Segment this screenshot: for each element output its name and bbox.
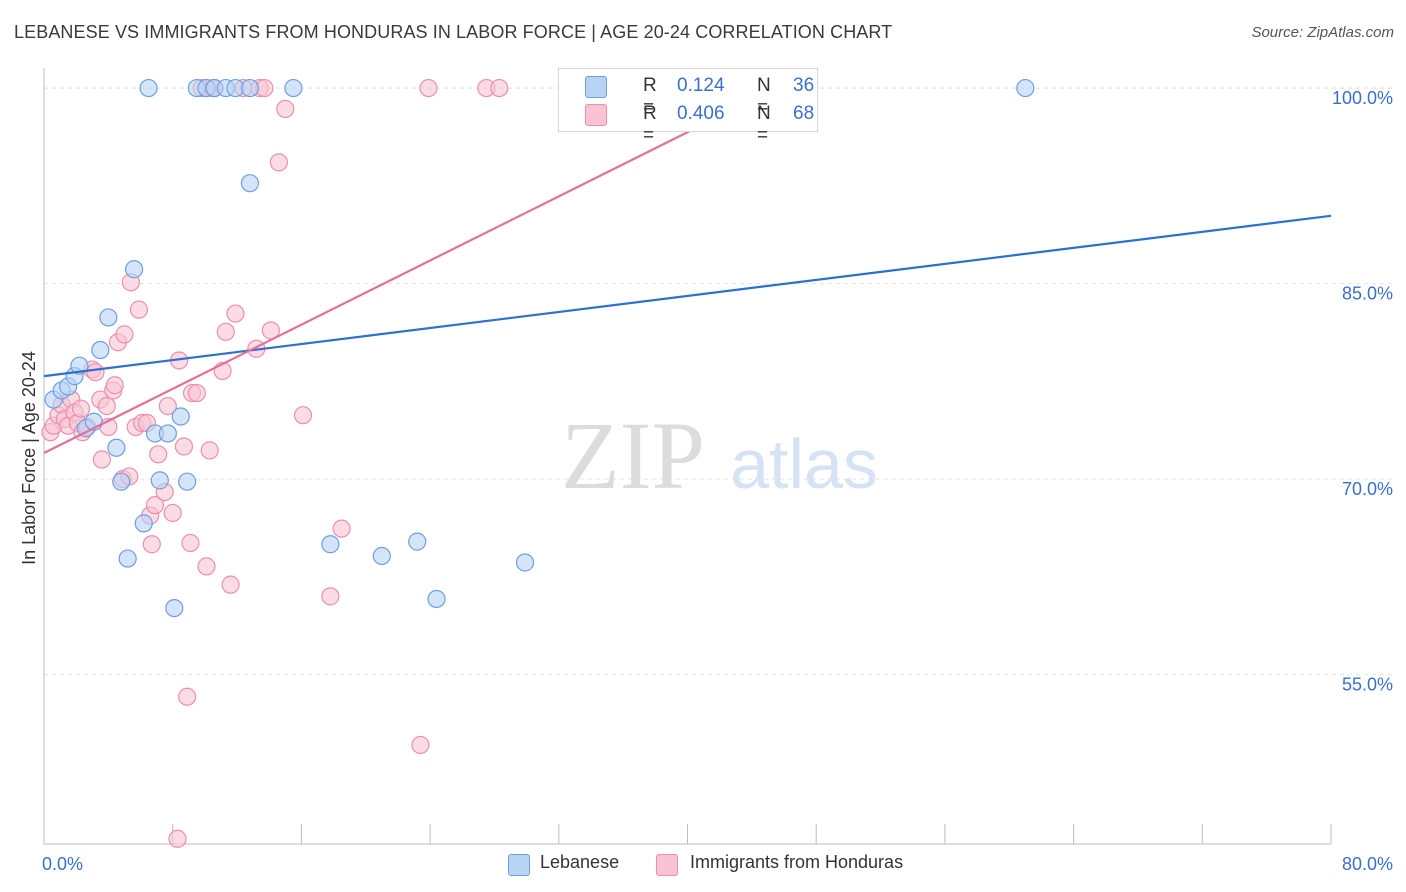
y-tick-label: 100.0% [1332, 88, 1393, 108]
lebanese-point [408, 532, 427, 551]
lebanese-point [150, 471, 169, 490]
x-tick-label: 0.0% [42, 854, 83, 874]
honduras-point [174, 437, 194, 456]
bottom-legend-label-honduras: Immigrants from Honduras [690, 852, 904, 872]
lebanese-point [124, 260, 144, 279]
honduras-point [105, 376, 124, 395]
honduras-point [490, 78, 509, 98]
lebanese-point [515, 553, 535, 572]
lebanese-point [139, 78, 158, 98]
honduras-point [197, 557, 216, 576]
honduras-point [168, 829, 187, 848]
y-tick-label: 70.0% [1342, 479, 1393, 499]
legend-r-label: R = [643, 103, 657, 146]
trend-lines [43, 87, 1332, 454]
honduras-point [115, 325, 134, 344]
honduras-point [321, 587, 340, 606]
honduras-point [158, 396, 177, 416]
y-tick-label: 85.0% [1342, 284, 1393, 304]
honduras-point [276, 99, 295, 119]
lebanese-point [171, 407, 190, 426]
honduras-point [92, 450, 112, 469]
lebanese-point [1016, 78, 1035, 98]
honduras-point [181, 533, 200, 553]
y-tick-label: 55.0% [1342, 675, 1393, 695]
watermark-atlas: atlas [730, 425, 878, 503]
honduras-point [187, 383, 206, 403]
honduras-point [86, 363, 105, 382]
honduras-point [145, 496, 165, 515]
legend-n-value: 68 [793, 103, 815, 124]
lebanese-point [112, 472, 131, 491]
lebanese-point [134, 514, 153, 533]
zipatlas-watermark: ZIP atlas [561, 402, 878, 509]
y-axis-label: In Labor Force | Age 20-24 [19, 351, 39, 565]
legend-r-value: 0.124 [677, 75, 725, 96]
legend-n-label: N = [757, 103, 771, 146]
honduras-point [332, 519, 351, 538]
legend-r-label: R = [643, 75, 657, 118]
honduras-point [269, 153, 288, 172]
lebanese-point [165, 598, 184, 618]
lebanese-trend-line [43, 214, 1332, 378]
honduras-point [178, 687, 197, 706]
honduras-point [163, 503, 182, 523]
legend-swatch-honduras [585, 104, 607, 126]
honduras-point [71, 399, 91, 418]
tick-labels: 55.0% 70.0% 85.0% 100.0% 0.0% 80.0% [42, 88, 1393, 874]
lebanese-point [158, 424, 177, 443]
honduras-point [97, 396, 116, 416]
source-label: Source: ZipAtlas.com [1251, 24, 1394, 41]
honduras-point [200, 441, 219, 460]
lebanese-point [70, 356, 89, 375]
bottom-legend-swatch-lebanese [508, 854, 530, 876]
honduras-point [411, 735, 430, 755]
axes-layer [43, 68, 1332, 845]
lebanese-point [107, 438, 126, 457]
legend-n-label: N = [757, 75, 771, 118]
bottom-legend-swatch-honduras [656, 854, 678, 876]
legend-r-value: 0.406 [677, 103, 725, 124]
lebanese-point [372, 546, 391, 566]
honduras-point [221, 575, 240, 594]
honduras-point [226, 304, 245, 323]
honduras-point [142, 535, 161, 554]
honduras-point [293, 406, 313, 425]
lebanese-point [321, 535, 340, 554]
legend-n-value: 36 [793, 75, 815, 96]
bottom-legend-label-lebanese: Lebanese [540, 852, 620, 872]
legend-swatch-lebanese [585, 76, 607, 98]
points-layer [41, 78, 1035, 848]
lebanese-point [427, 589, 446, 609]
lebanese-point [240, 78, 260, 98]
honduras-trend-line [43, 87, 777, 454]
honduras-point [149, 445, 168, 464]
x-tick-label: 80.0% [1342, 854, 1393, 874]
lebanese-point [240, 174, 260, 193]
lebanese-point [99, 308, 118, 327]
watermark-zip: ZIP [561, 402, 705, 509]
lebanese-point [284, 78, 303, 98]
chart-title: LEBANESE VS IMMIGRANTS FROM HONDURAS IN … [14, 22, 893, 42]
honduras-point [129, 300, 149, 319]
lebanese-point [91, 340, 110, 360]
stats-legend: R = 0.124 N = 36 R = 0.406 N = 68 [558, 68, 818, 146]
lebanese-point [118, 549, 137, 568]
lebanese-point [178, 472, 197, 491]
honduras-point [216, 322, 235, 341]
honduras-point [419, 78, 438, 98]
